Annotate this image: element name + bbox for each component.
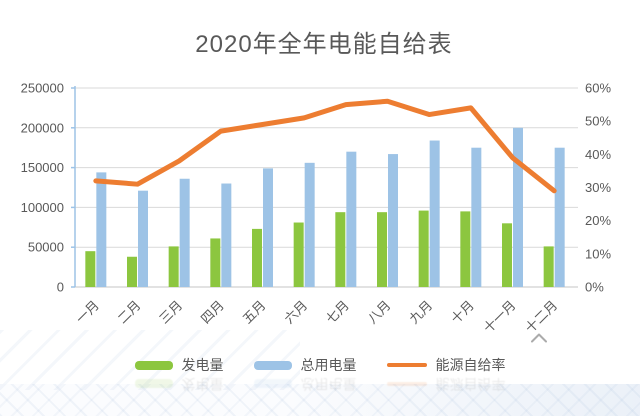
right-axis-tick-label: 50%: [585, 114, 611, 129]
left-axis-tick-label: 0: [57, 280, 64, 295]
legend-item-generation: 发电量: [134, 355, 224, 375]
legend-item-consumption: 总用电量: [253, 355, 357, 375]
left-axis-tick-label: 150000: [21, 160, 64, 175]
right-axis-tick-label: 30%: [585, 180, 611, 195]
month-label: 二月: [115, 298, 144, 327]
generation-bar: [127, 256, 137, 287]
background-stripes-left: [0, 330, 300, 390]
month-label: 九月: [406, 298, 435, 327]
left-axis-tick-label: 200000: [21, 120, 64, 135]
generation-bar: [293, 222, 304, 287]
consumption-bar: [429, 140, 440, 287]
month-label: 一月: [73, 298, 102, 327]
left-axis-tick-label: 250000: [21, 81, 64, 96]
right-axis-tick-label: 40%: [585, 147, 611, 162]
month-label: 六月: [281, 298, 310, 327]
consumption-bar: [138, 190, 148, 287]
generation-bar: [377, 212, 387, 287]
month-label: 四月: [198, 298, 227, 327]
chevron-up-icon: [531, 333, 547, 343]
legend-label-consumption: 总用电量: [300, 357, 357, 373]
legend: 发电量 总用电量 能源自给率: [0, 355, 640, 375]
consumption-bar: [346, 151, 357, 287]
self-sufficiency-rate-line: [93, 98, 557, 194]
right-axis-tick-label: 20%: [585, 213, 611, 228]
consumption-bar: [388, 154, 398, 287]
month-label: 五月: [240, 298, 269, 327]
consumption-bar: [471, 147, 482, 287]
right-axis-tick-label: 10%: [585, 246, 611, 261]
month-label: 三月: [156, 298, 185, 327]
legend-label-rate: 能源自给率: [435, 357, 506, 373]
left-axis-tick-label: 100000: [21, 200, 64, 215]
month-label: 十月: [448, 298, 477, 327]
generation-bar: [168, 246, 179, 287]
generation-bar: [335, 212, 346, 287]
generation-swatch-icon: [134, 360, 173, 370]
consumption-bar: [96, 172, 107, 287]
consumption-bar: [554, 147, 565, 287]
consumption-bar: [179, 178, 190, 287]
consumption-bar: [513, 127, 523, 287]
right-axis-tick-label: 0%: [585, 280, 604, 295]
generation-bar: [210, 238, 221, 287]
generation-bar: [85, 251, 96, 287]
consumption-bar: [221, 183, 232, 287]
generation-bar: [543, 246, 554, 287]
legend-label-generation: 发电量: [181, 357, 224, 373]
background-stripes-band: [0, 384, 640, 416]
rate-line-swatch-icon: [386, 363, 427, 367]
generation-bar: [252, 228, 262, 287]
consumption-swatch-icon: [253, 360, 292, 370]
right-axis-tick-label: 60%: [585, 81, 611, 96]
consumption-bar: [263, 168, 273, 287]
generation-bar: [502, 223, 512, 287]
generation-bar: [418, 210, 429, 287]
legend-item-rate: 能源自给率: [386, 355, 506, 375]
month-label: 八月: [365, 298, 394, 327]
generation-bar: [460, 211, 471, 287]
month-label: 十二月: [522, 298, 560, 336]
month-label: 七月: [323, 298, 352, 327]
consumption-bar: [304, 162, 315, 287]
month-label: 十一月: [480, 298, 518, 336]
chart-title: 2020年全年电能自给表: [195, 31, 453, 58]
left-axis-tick-label: 50000: [28, 240, 64, 255]
